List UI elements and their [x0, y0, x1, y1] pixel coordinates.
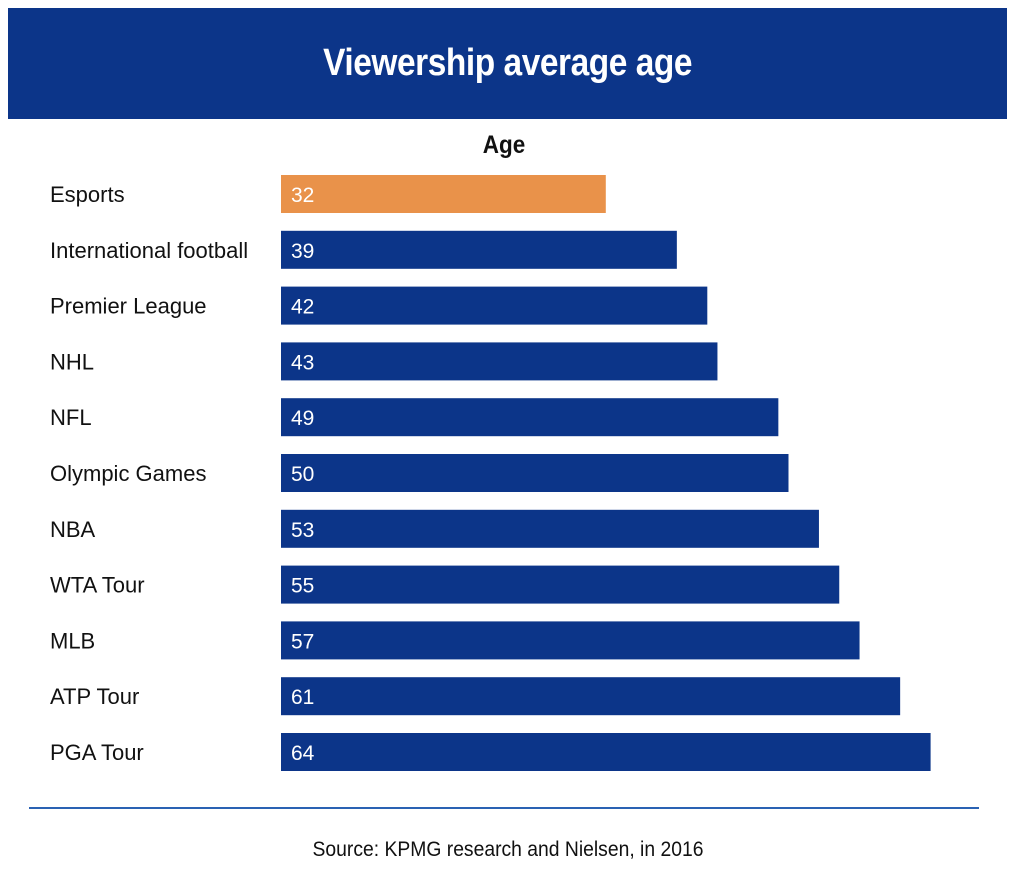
bar: [281, 398, 779, 437]
data-label: 61: [291, 686, 314, 709]
data-label: 57: [291, 630, 314, 653]
bar: [281, 621, 860, 660]
bar: [281, 342, 718, 381]
chart-title: Viewership average age: [323, 42, 692, 84]
category-label: NHL: [50, 349, 94, 374]
category-label: WTA Tour: [50, 573, 145, 598]
bar: [281, 733, 931, 771]
data-label: 42: [291, 296, 314, 319]
data-label: 49: [291, 407, 314, 430]
data-label: 32: [291, 184, 314, 207]
data-label: 64: [291, 742, 315, 765]
series-header: Age: [482, 131, 526, 159]
data-label: 55: [291, 575, 314, 598]
category-label: NFL: [50, 405, 92, 430]
bar: [281, 286, 708, 325]
bar: [281, 230, 677, 269]
bar: [281, 175, 606, 213]
data-label: 43: [291, 351, 314, 374]
category-label: Premier League: [50, 294, 207, 319]
category-label: PGA Tour: [50, 740, 144, 765]
divider-line: [29, 807, 979, 809]
category-label: International football: [50, 238, 248, 263]
bar: [281, 454, 789, 492]
category-label: Esports: [50, 182, 125, 207]
bar: [281, 509, 819, 548]
category-label: Olympic Games: [50, 461, 206, 486]
data-label: 39: [291, 240, 314, 263]
data-label: 53: [291, 519, 314, 542]
source-note: Source: KPMG research and Nielsen, in 20…: [312, 838, 704, 861]
bar: [281, 565, 840, 604]
bar-chart: Esports 32 International football 39 Premier…: [50, 175, 931, 771]
data-label: 50: [291, 463, 314, 486]
category-label: ATP Tour: [50, 684, 139, 709]
title-band: Viewership average age: [8, 8, 1007, 119]
category-label: NBA: [50, 517, 96, 542]
bar: [281, 677, 901, 716]
category-label: MLB: [50, 628, 95, 653]
